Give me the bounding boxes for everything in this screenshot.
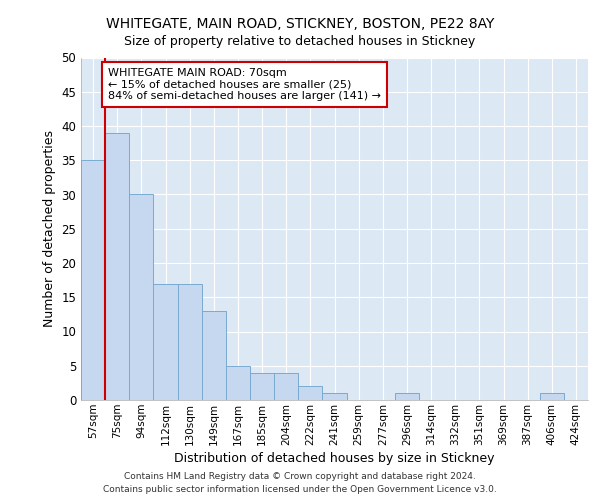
Bar: [298, 386, 322, 400]
X-axis label: Distribution of detached houses by size in Stickney: Distribution of detached houses by size …: [174, 452, 495, 465]
Bar: [322, 393, 347, 400]
Bar: [540, 393, 564, 400]
Bar: [105, 133, 129, 400]
Y-axis label: Number of detached properties: Number of detached properties: [43, 130, 56, 327]
Bar: [395, 393, 419, 400]
Text: Size of property relative to detached houses in Stickney: Size of property relative to detached ho…: [124, 35, 476, 48]
Text: Contains public sector information licensed under the Open Government Licence v3: Contains public sector information licen…: [103, 485, 497, 494]
Bar: [129, 194, 154, 400]
Bar: [202, 311, 226, 400]
Bar: [81, 160, 105, 400]
Bar: [154, 284, 178, 400]
Bar: [178, 284, 202, 400]
Bar: [274, 372, 298, 400]
Bar: [250, 372, 274, 400]
Text: WHITEGATE, MAIN ROAD, STICKNEY, BOSTON, PE22 8AY: WHITEGATE, MAIN ROAD, STICKNEY, BOSTON, …: [106, 18, 494, 32]
Bar: [226, 366, 250, 400]
Text: WHITEGATE MAIN ROAD: 70sqm
← 15% of detached houses are smaller (25)
84% of semi: WHITEGATE MAIN ROAD: 70sqm ← 15% of deta…: [108, 68, 381, 101]
Text: Contains HM Land Registry data © Crown copyright and database right 2024.: Contains HM Land Registry data © Crown c…: [124, 472, 476, 481]
